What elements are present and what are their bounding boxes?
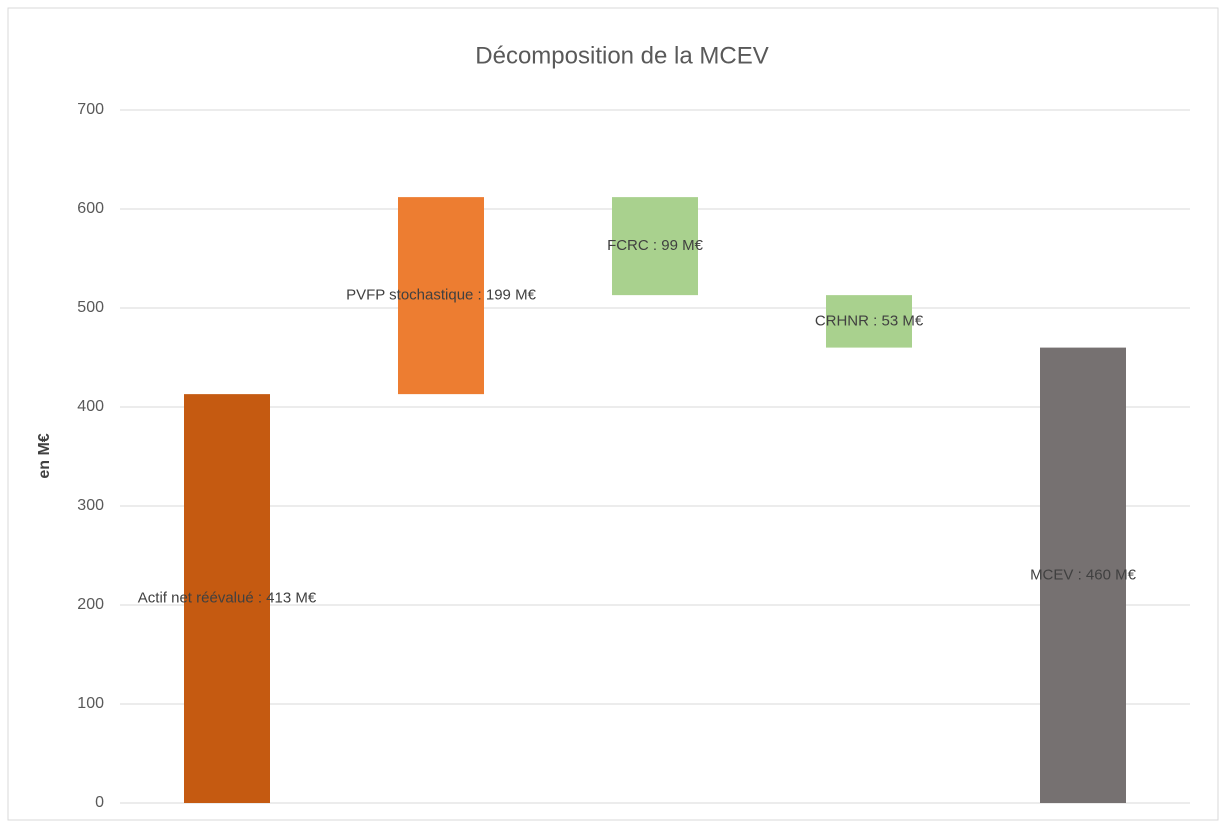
y-axis-label: en M€	[36, 433, 53, 478]
bar	[826, 295, 912, 348]
y-tick-label: 600	[77, 200, 104, 217]
data-label: CRHNR : 53 M€	[815, 312, 924, 329]
y-tick-label: 700	[77, 101, 104, 118]
data-label: Actif net réévalué : 413 M€	[138, 590, 317, 607]
chart-title: Décomposition de la MCEV	[475, 42, 768, 69]
data-label: FCRC : 99 M€	[607, 237, 704, 254]
y-tick-label: 300	[77, 497, 104, 514]
data-label: MCEV : 460 M€	[1030, 566, 1137, 583]
bar	[612, 197, 698, 296]
data-label: PVFP stochastique : 199 M€	[346, 287, 536, 304]
y-tick-label: 400	[77, 398, 104, 415]
y-tick-label: 500	[77, 299, 104, 316]
bar	[184, 394, 270, 803]
bar	[398, 197, 484, 395]
y-tick-label: 0	[95, 794, 104, 811]
bar	[1040, 347, 1126, 803]
y-tick-label: 100	[77, 695, 104, 712]
y-tick-label: 200	[77, 596, 104, 613]
